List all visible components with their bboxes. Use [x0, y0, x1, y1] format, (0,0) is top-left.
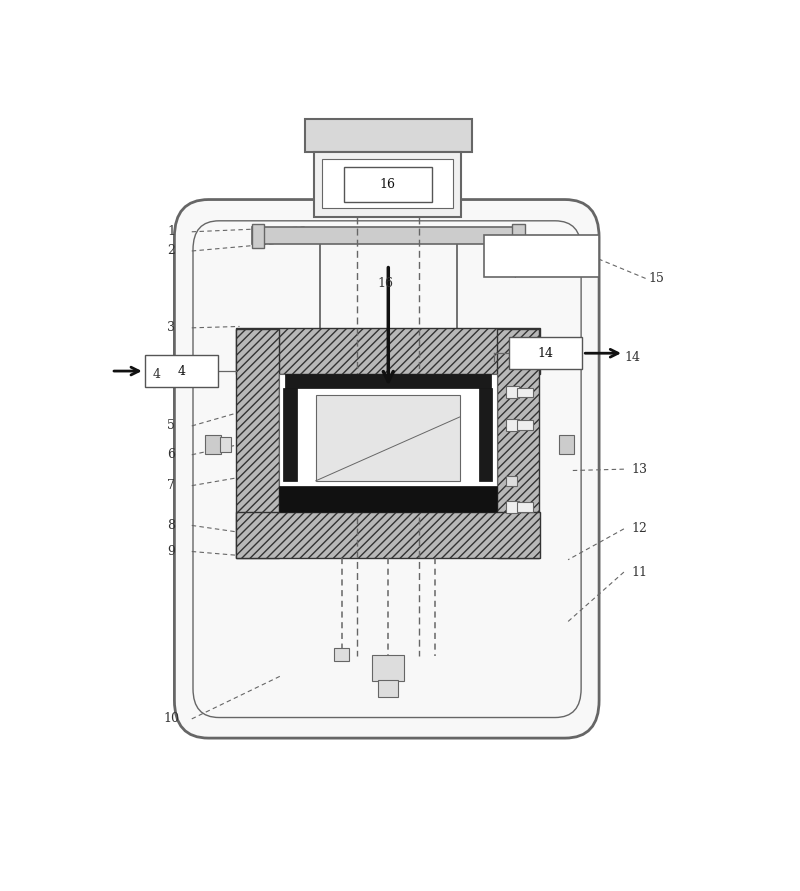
Bar: [506, 419, 518, 431]
Bar: [497, 329, 539, 559]
Bar: [344, 168, 432, 201]
Text: 8: 8: [167, 519, 175, 532]
Bar: [506, 501, 518, 513]
Bar: [518, 388, 533, 397]
FancyBboxPatch shape: [174, 200, 599, 738]
Bar: [510, 338, 582, 369]
Bar: [237, 329, 278, 559]
Text: 1: 1: [167, 225, 175, 238]
Bar: [506, 476, 518, 486]
Bar: [334, 649, 350, 660]
Bar: [316, 395, 459, 481]
Text: 6: 6: [167, 448, 175, 462]
Bar: [506, 386, 518, 398]
Bar: [322, 159, 454, 208]
Text: 12: 12: [631, 522, 647, 535]
Bar: [558, 435, 574, 454]
Text: 16: 16: [378, 277, 394, 290]
Bar: [145, 356, 218, 387]
Bar: [518, 421, 533, 430]
Bar: [237, 328, 540, 374]
Text: 9: 9: [167, 545, 175, 558]
Text: 10: 10: [163, 713, 179, 725]
Bar: [283, 388, 297, 481]
Text: 2: 2: [167, 244, 175, 257]
Bar: [314, 151, 462, 217]
Bar: [252, 224, 264, 248]
Text: 5: 5: [167, 420, 175, 432]
Bar: [378, 680, 398, 697]
Text: 11: 11: [631, 566, 647, 578]
Text: 4: 4: [153, 368, 161, 381]
Bar: [278, 374, 497, 511]
Bar: [371, 655, 404, 681]
Bar: [278, 486, 497, 511]
Text: 16: 16: [380, 178, 396, 191]
Bar: [305, 119, 472, 151]
Text: 15: 15: [649, 272, 665, 285]
Text: 14: 14: [538, 347, 554, 360]
Text: 14: 14: [624, 351, 640, 364]
Bar: [206, 435, 221, 454]
Text: 4: 4: [178, 364, 186, 378]
Bar: [512, 224, 525, 248]
Text: 7: 7: [167, 479, 175, 492]
Bar: [485, 234, 599, 277]
Text: 13: 13: [631, 462, 647, 476]
Bar: [237, 511, 540, 559]
Bar: [285, 374, 490, 388]
Bar: [479, 388, 493, 481]
Bar: [220, 437, 231, 452]
Text: 3: 3: [167, 322, 175, 334]
Bar: [518, 503, 533, 511]
Bar: [252, 227, 525, 244]
